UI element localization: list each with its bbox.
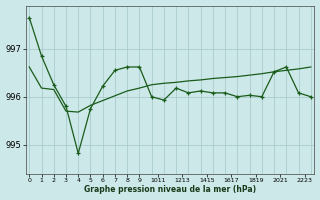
X-axis label: Graphe pression niveau de la mer (hPa): Graphe pression niveau de la mer (hPa) <box>84 185 256 194</box>
